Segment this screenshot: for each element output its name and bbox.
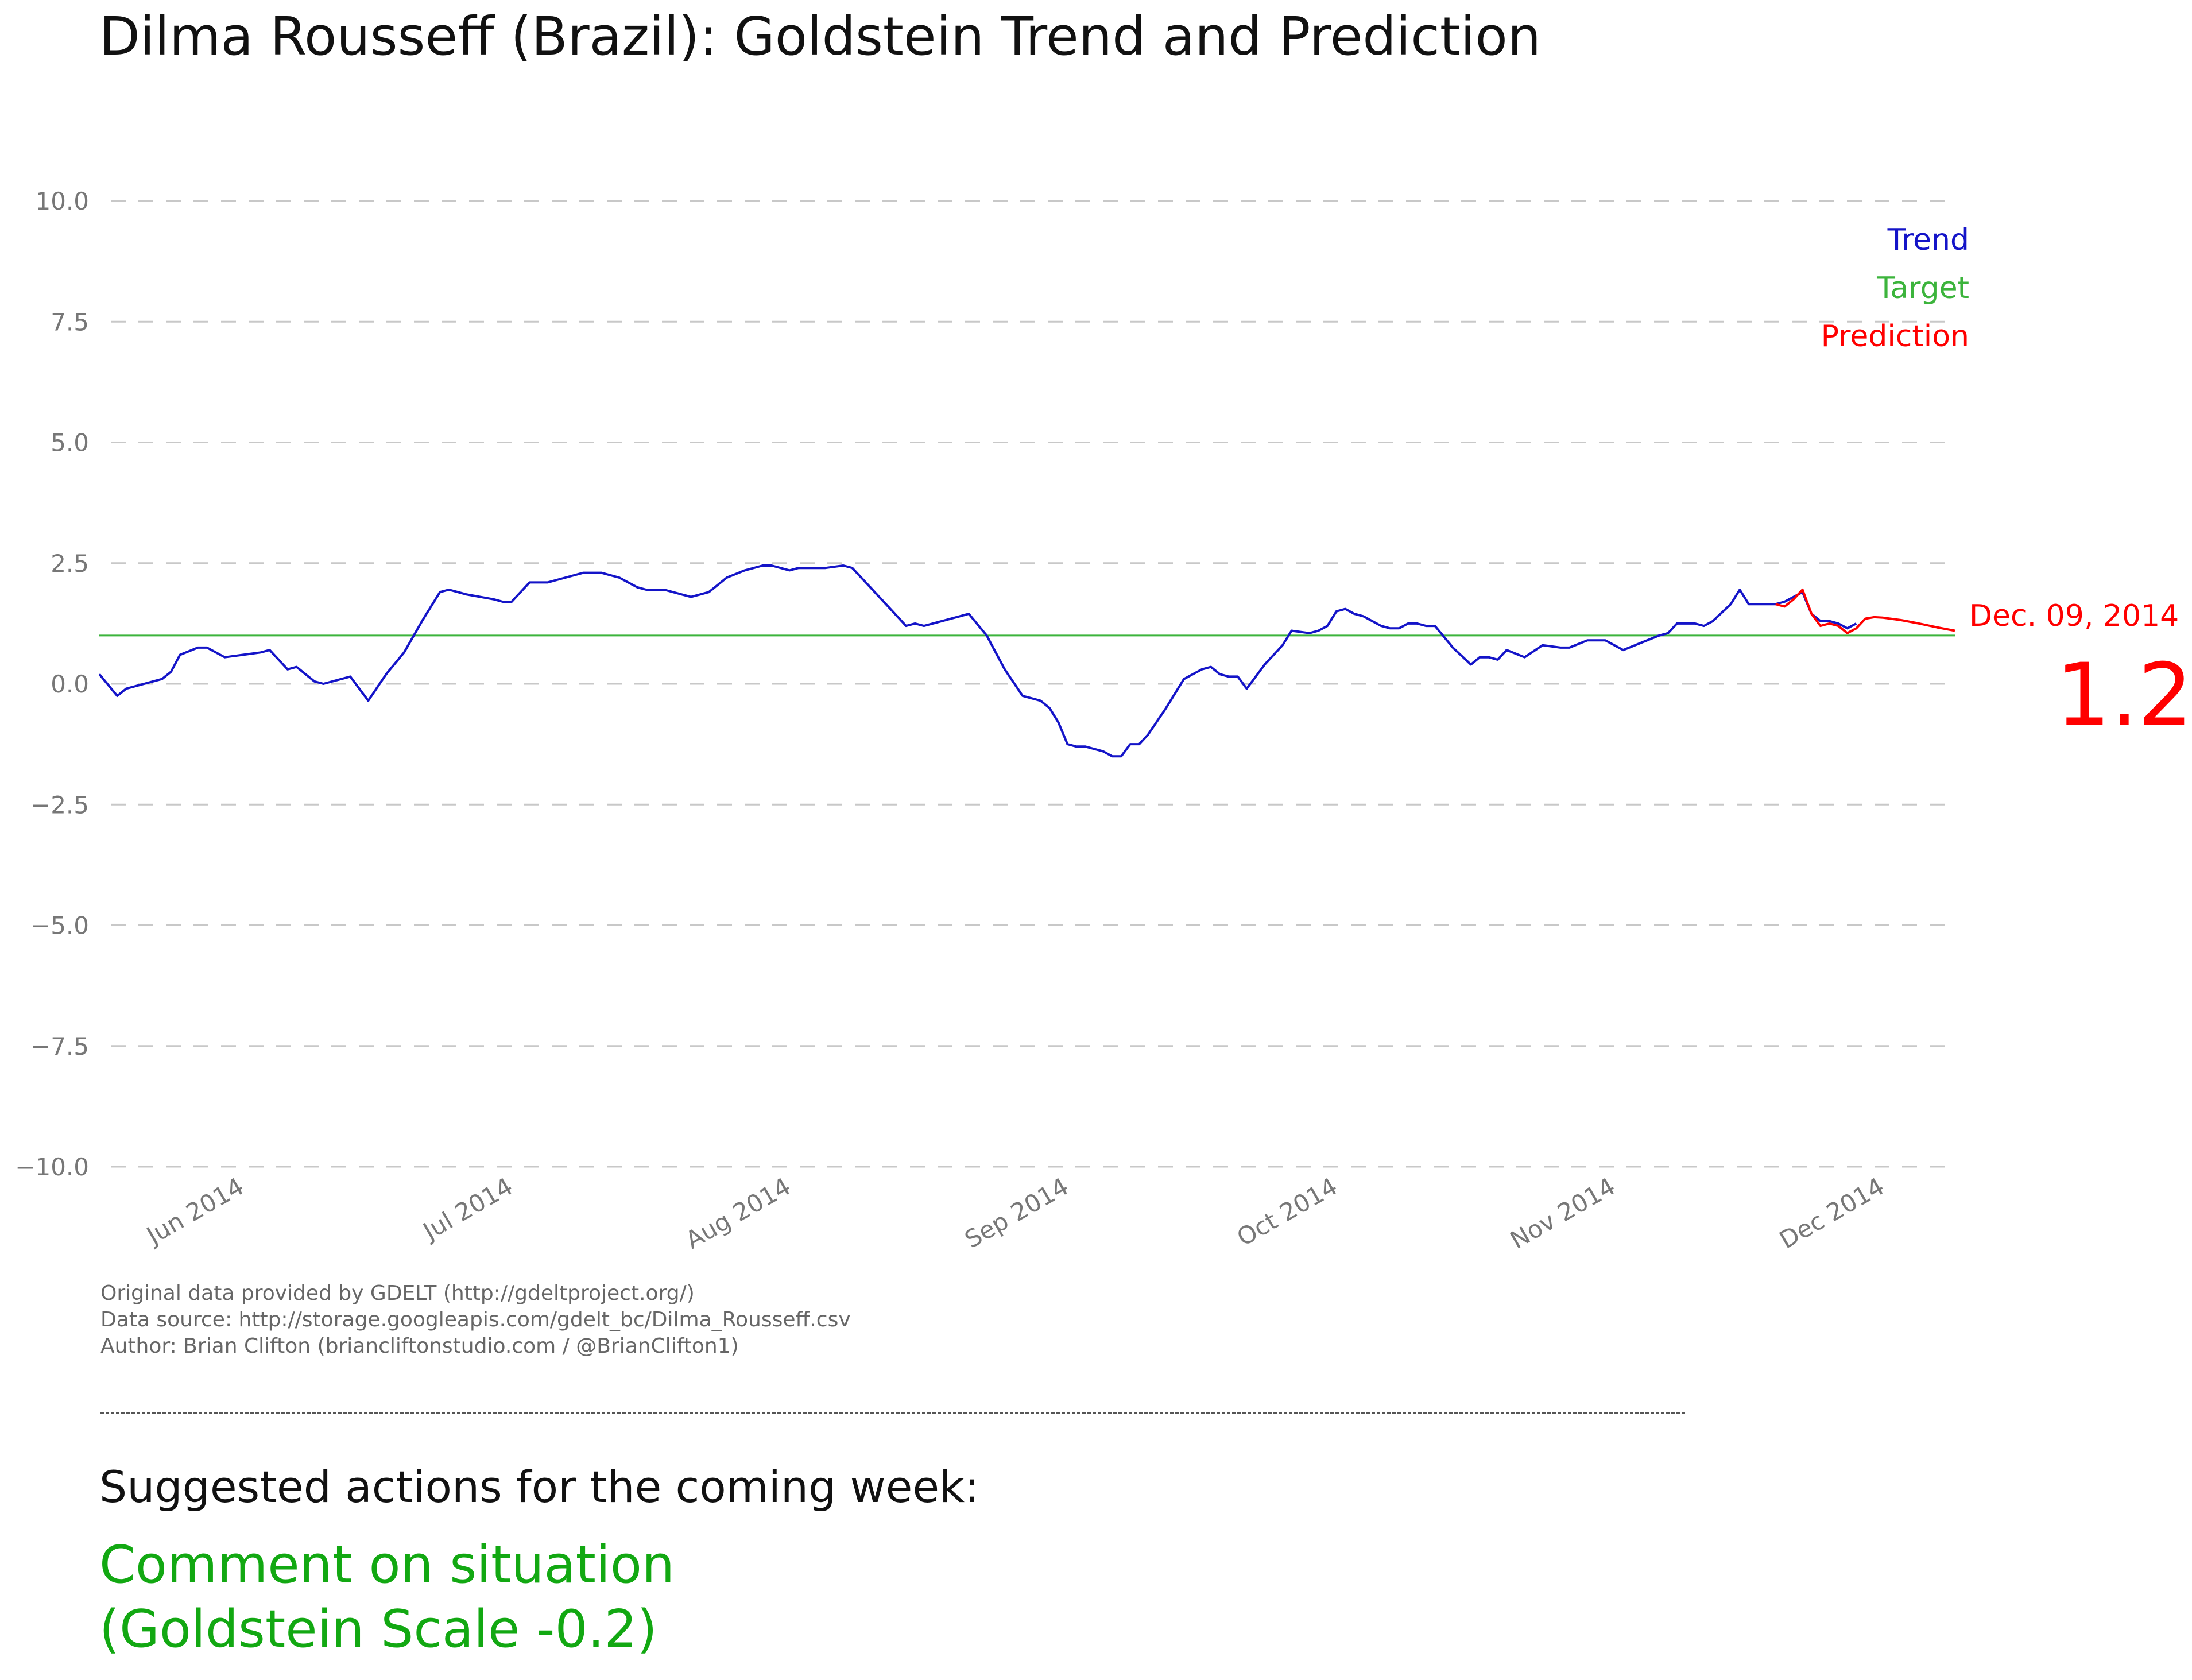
- suggested-action-line-2: (Goldstein Scale -0.2): [99, 1599, 657, 1659]
- y-tick-label: −7.5: [30, 1032, 89, 1060]
- credit-line-data-provider: Original data provided by GDELT (http://…: [100, 1282, 695, 1305]
- x-tick-label: Sep 2014: [960, 1172, 1073, 1253]
- prediction-value-label: 1.2: [2056, 645, 2192, 745]
- y-tick-label: −5.0: [30, 912, 89, 940]
- x-tick-label: Dec 2014: [1775, 1172, 1889, 1254]
- section-divider: [100, 1412, 1685, 1414]
- legend-entry-prediction: Prediction: [1821, 319, 1969, 354]
- y-axis-tick-labels: 10.0 7.5 5.0 2.5 0.0 −2.5 −5.0 −7.5 −10.0: [15, 187, 89, 1181]
- x-tick-label: Oct 2014: [1232, 1172, 1342, 1252]
- legend: Trend Target Prediction: [1821, 223, 1969, 354]
- series-line-trend: [98, 564, 1857, 758]
- grid-lines: [111, 200, 1955, 1168]
- prediction-date-label: Dec. 09, 2014: [1969, 599, 2179, 633]
- chart-title: Dilma Rousseff (Brazil): Goldstein Trend…: [99, 6, 1542, 67]
- x-tick-label: Nov 2014: [1505, 1172, 1620, 1255]
- prediction-annotation: Dec. 09, 2014 1.2: [1969, 599, 2192, 745]
- suggested-action-line-1: Comment on situation: [99, 1535, 675, 1595]
- y-tick-label: 0.0: [51, 670, 89, 698]
- y-tick-label: −2.5: [30, 791, 89, 819]
- legend-entry-trend: Trend: [1887, 223, 1969, 257]
- goldstein-line-chart: 10.0 7.5 5.0 2.5 0.0 −2.5 −5.0 −7.5 −10.0 Jun 20…: [15, 187, 2192, 1255]
- credit-line-author: Author: Brian Clifton (briancliftonstudi…: [100, 1334, 739, 1358]
- credits: Original data provided by GDELT (http://…: [100, 1280, 851, 1360]
- x-tick-label: Aug 2014: [681, 1172, 796, 1255]
- x-tick-label: Jul 2014: [417, 1172, 517, 1246]
- y-tick-label: 7.5: [51, 308, 89, 336]
- x-tick-label: Jun 2014: [141, 1172, 249, 1251]
- legend-entry-target: Target: [1876, 271, 1969, 305]
- series-lines: [98, 564, 1955, 758]
- y-tick-label: 5.0: [51, 429, 89, 457]
- credit-line-data-source: Data source: http://storage.googleapis.c…: [100, 1308, 851, 1331]
- y-tick-label: 2.5: [51, 549, 89, 578]
- suggested-actions-heading: Suggested actions for the coming week:: [99, 1461, 979, 1512]
- x-axis-tick-labels: Jun 2014 Jul 2014 Aug 2014 Sep 2014 Oct 2014…: [141, 1172, 1889, 1255]
- y-tick-label: 10.0: [35, 187, 89, 215]
- y-tick-label: −10.0: [15, 1153, 89, 1181]
- suggested-action: Comment on situation (Goldstein Scale -0…: [99, 1533, 675, 1662]
- series-line-prediction: [1775, 589, 1955, 634]
